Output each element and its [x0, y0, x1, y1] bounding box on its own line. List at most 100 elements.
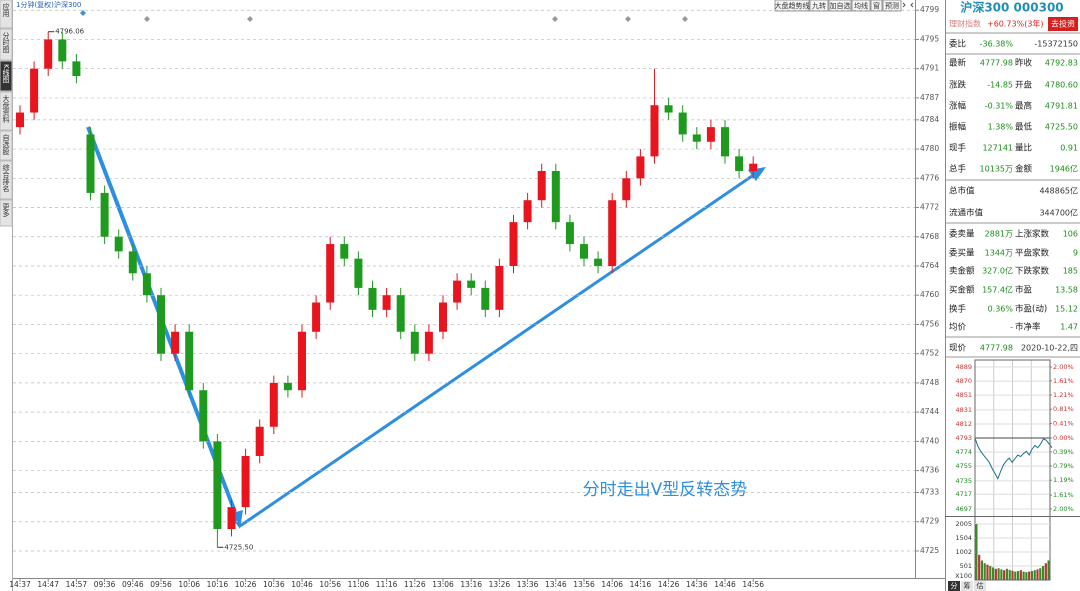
marker	[552, 16, 558, 22]
y2-tick-label: 0.79%	[1053, 462, 1074, 470]
candle-body	[509, 222, 518, 266]
toolbar-button[interactable]	[882, 0, 902, 12]
volume-bar	[1022, 571, 1025, 580]
bottom-tab-label[interactable]: 筹	[964, 581, 971, 590]
sidebar-tab[interactable]	[0, 91, 13, 131]
quote-title: 沪深300 000300	[960, 0, 1063, 15]
toolbar-label[interactable]: 加自选	[830, 1, 851, 10]
sidebar-tab-label[interactable]: 综合排名	[2, 163, 10, 193]
volume-bar	[1041, 566, 1045, 580]
y-tick-label: 501	[960, 562, 972, 570]
sidebar-tab[interactable]	[0, 28, 13, 61]
candle-body	[171, 331, 180, 354]
x-tick-label: 14:46	[714, 580, 736, 589]
marker	[247, 16, 253, 22]
y-tick-label: 4752	[920, 349, 939, 358]
candle-body	[678, 112, 687, 135]
volume-bar	[1016, 571, 1020, 580]
candle-body	[30, 68, 39, 113]
x-tick-label: 14:16	[630, 580, 652, 589]
candle-body	[439, 302, 447, 332]
bottom-tab[interactable]	[961, 581, 973, 591]
sidebar-tab[interactable]	[0, 199, 13, 227]
y-tick-label: 1504	[955, 534, 972, 542]
y2-tick-label: 1.21%	[1053, 391, 1074, 399]
y2-tick-label: 0.00%	[1053, 434, 1074, 442]
sidebar-tab-label[interactable]: 大盘资料	[2, 94, 10, 124]
candle-body	[580, 244, 588, 259]
x-tick-label: 10:36	[263, 580, 285, 589]
quote-value: 1.47	[1060, 323, 1078, 332]
candle-body	[114, 236, 123, 252]
toolbar-label[interactable]: 预测	[885, 1, 899, 10]
annotation: 分时走出V型反转态势	[583, 480, 748, 500]
sidebar-tab[interactable]	[0, 130, 13, 161]
toolbar-button[interactable]	[809, 0, 829, 12]
y-tick-label: 4870	[955, 377, 972, 385]
y2-tick-label: 0.39%	[1053, 448, 1074, 456]
volume-bar	[1033, 570, 1036, 580]
volume-bar	[1000, 569, 1003, 580]
quote-value: 1.38%	[988, 123, 1014, 132]
period-label: 1分钟(复权)	[16, 0, 54, 9]
bottom-tab-label[interactable]: 估	[977, 581, 984, 590]
volume-bar	[1014, 571, 1017, 580]
candle-body	[537, 170, 546, 201]
bottom-tab[interactable]	[948, 581, 960, 591]
sidebar-tab-label[interactable]: 更多	[2, 203, 10, 218]
y-tick-label: 4740	[920, 436, 939, 445]
x-tick-label: 14:26	[658, 580, 680, 589]
y-tick-label: 4717	[955, 490, 972, 498]
candle-body	[382, 295, 391, 310]
sidebar-tab[interactable]	[0, 160, 13, 200]
toolbar-button[interactable]	[774, 0, 810, 12]
sidebar-tab-label[interactable]: 应用	[2, 2, 10, 18]
x-tick-label: 10:46	[291, 580, 313, 589]
quote-label: 最高	[1015, 101, 1032, 112]
sidebar-tab[interactable]	[0, 0, 13, 29]
bottom-tab[interactable]	[974, 581, 986, 591]
candle-body	[213, 441, 222, 530]
x-tick-label: 14:37	[9, 580, 31, 589]
candle-body	[58, 39, 67, 62]
y-tick-label: 4764	[920, 261, 939, 270]
y-tick-label: 4795	[920, 34, 939, 43]
sidebar-tab-label[interactable]: 分时图	[2, 31, 10, 54]
quote-label: 量比	[1015, 143, 1032, 154]
y-tick-label: 4755	[955, 462, 972, 470]
y-tick-label: 4733	[920, 488, 939, 497]
volume-bar	[1030, 571, 1034, 580]
trend-arrow-up	[239, 172, 756, 528]
toolbar-label[interactable]: 窗	[873, 1, 880, 10]
sidebar-tab-label[interactable]: 自选股	[2, 133, 10, 156]
y-tick-label: 4744	[920, 407, 939, 416]
x-tick-label: 14:56	[742, 580, 764, 589]
invest-button[interactable]	[1048, 17, 1078, 31]
toolbar-label[interactable]: 均线	[854, 1, 868, 10]
candle-body	[706, 127, 715, 142]
quote-value: 4792.83	[1045, 59, 1078, 68]
toolbar-label[interactable]: 九转	[812, 1, 826, 10]
toolbar-button[interactable]	[851, 0, 871, 12]
sidebar-tab[interactable]	[0, 60, 13, 92]
toolbar-button[interactable]	[870, 0, 883, 12]
x-tick-label: 14:06	[601, 580, 623, 589]
candle-body	[227, 507, 236, 530]
toolbar-arrows[interactable]	[902, 2, 914, 8]
y-tick-label: 4735	[955, 477, 972, 485]
sidebar-tab-label[interactable]: K线图	[2, 64, 10, 84]
quote-value: -15372150	[1034, 40, 1078, 49]
x-tick-label: 09:36	[94, 580, 116, 589]
invest-button-label[interactable]: 去投资	[1051, 19, 1075, 29]
volume-bar	[1008, 569, 1011, 580]
quote-value: 127141	[982, 144, 1013, 153]
toolbar-label[interactable]: 大盘趋势线	[775, 1, 810, 10]
toolbar-button[interactable]	[828, 0, 852, 12]
x-tick-label: 14:36	[686, 580, 708, 589]
marker	[625, 16, 631, 22]
bottom-tab-label[interactable]: 分	[951, 581, 958, 590]
quote-label: 换手	[949, 304, 967, 315]
x-tick-label: 13:16	[460, 580, 482, 589]
x-tick-label: 09:56	[150, 580, 172, 589]
quote-value: 344700亿	[1039, 208, 1078, 218]
